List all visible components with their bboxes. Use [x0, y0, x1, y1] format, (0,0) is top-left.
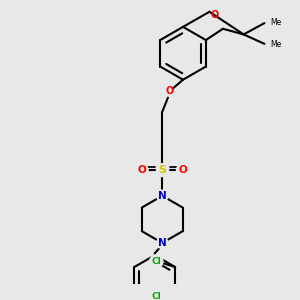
Circle shape [157, 190, 168, 201]
Text: O: O [210, 10, 218, 20]
Text: O: O [166, 86, 174, 96]
Text: N: N [158, 191, 167, 201]
Circle shape [150, 290, 163, 300]
Circle shape [157, 237, 168, 249]
Circle shape [135, 164, 148, 177]
Circle shape [150, 255, 163, 268]
Text: Cl: Cl [152, 257, 161, 266]
Circle shape [156, 164, 169, 177]
Text: Cl: Cl [152, 292, 161, 300]
Text: O: O [137, 165, 146, 175]
Text: Me: Me [270, 40, 281, 49]
Circle shape [176, 164, 190, 177]
Text: N: N [158, 238, 167, 248]
Text: O: O [179, 165, 188, 175]
Text: Me: Me [270, 18, 281, 27]
Text: S: S [158, 165, 166, 175]
